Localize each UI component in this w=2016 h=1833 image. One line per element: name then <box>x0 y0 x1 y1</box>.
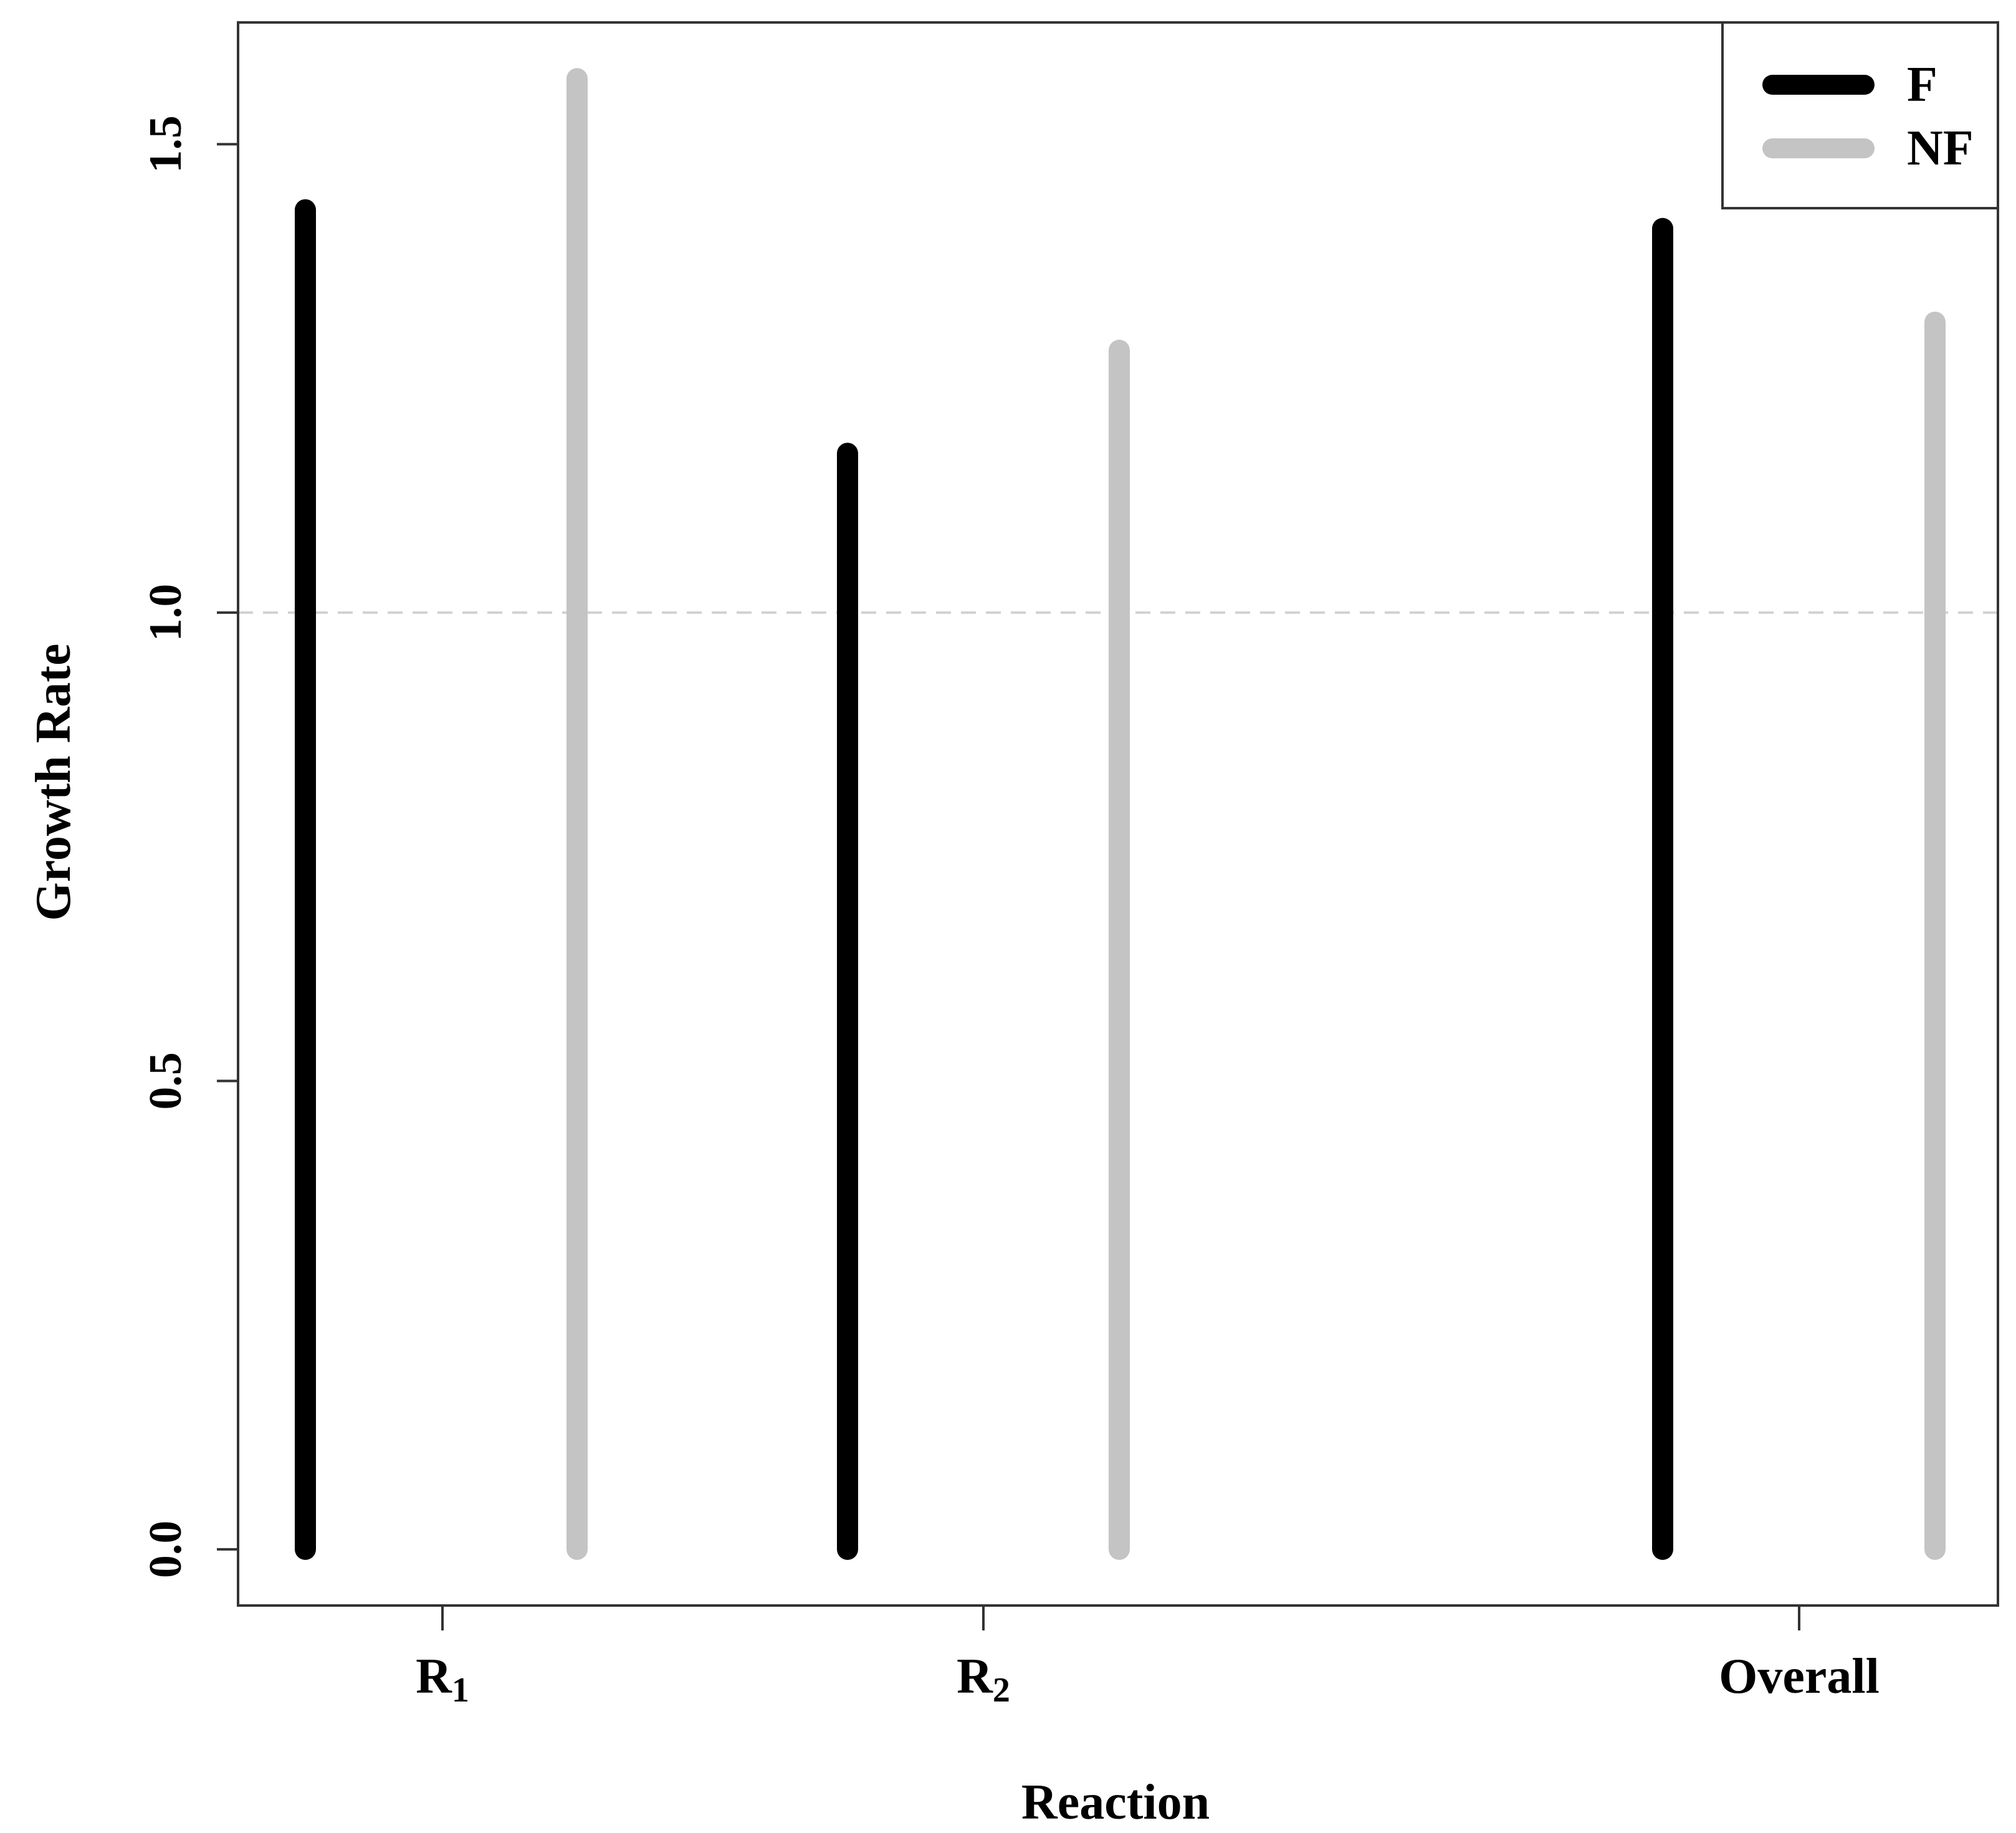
legend: F NF <box>1721 21 1999 209</box>
plot-frame <box>237 21 1999 1607</box>
legend-label-nf: NF <box>1907 121 1974 176</box>
x-tick-label: R2 <box>957 1649 1010 1710</box>
y-tick-label: 0.5 <box>140 1052 191 1110</box>
y-axis: 0.0 0.5 1.0 1.5 <box>140 115 238 1578</box>
y-axis-label: Growth Rate <box>26 643 81 921</box>
y-tick-label: 1.0 <box>140 584 191 642</box>
x-axis-label: Reaction <box>1021 1775 1210 1830</box>
legend-box <box>1721 21 1999 209</box>
x-tick-label: R1 <box>416 1649 469 1710</box>
x-axis: R1 R2 Overall <box>416 1606 1880 1710</box>
y-tick-label: 0.0 <box>140 1521 191 1579</box>
chart-marks <box>295 68 1946 1560</box>
legend-label-f: F <box>1907 57 1937 112</box>
y-tick-label: 1.5 <box>140 115 191 173</box>
x-tick-label: Overall <box>1719 1649 1880 1704</box>
